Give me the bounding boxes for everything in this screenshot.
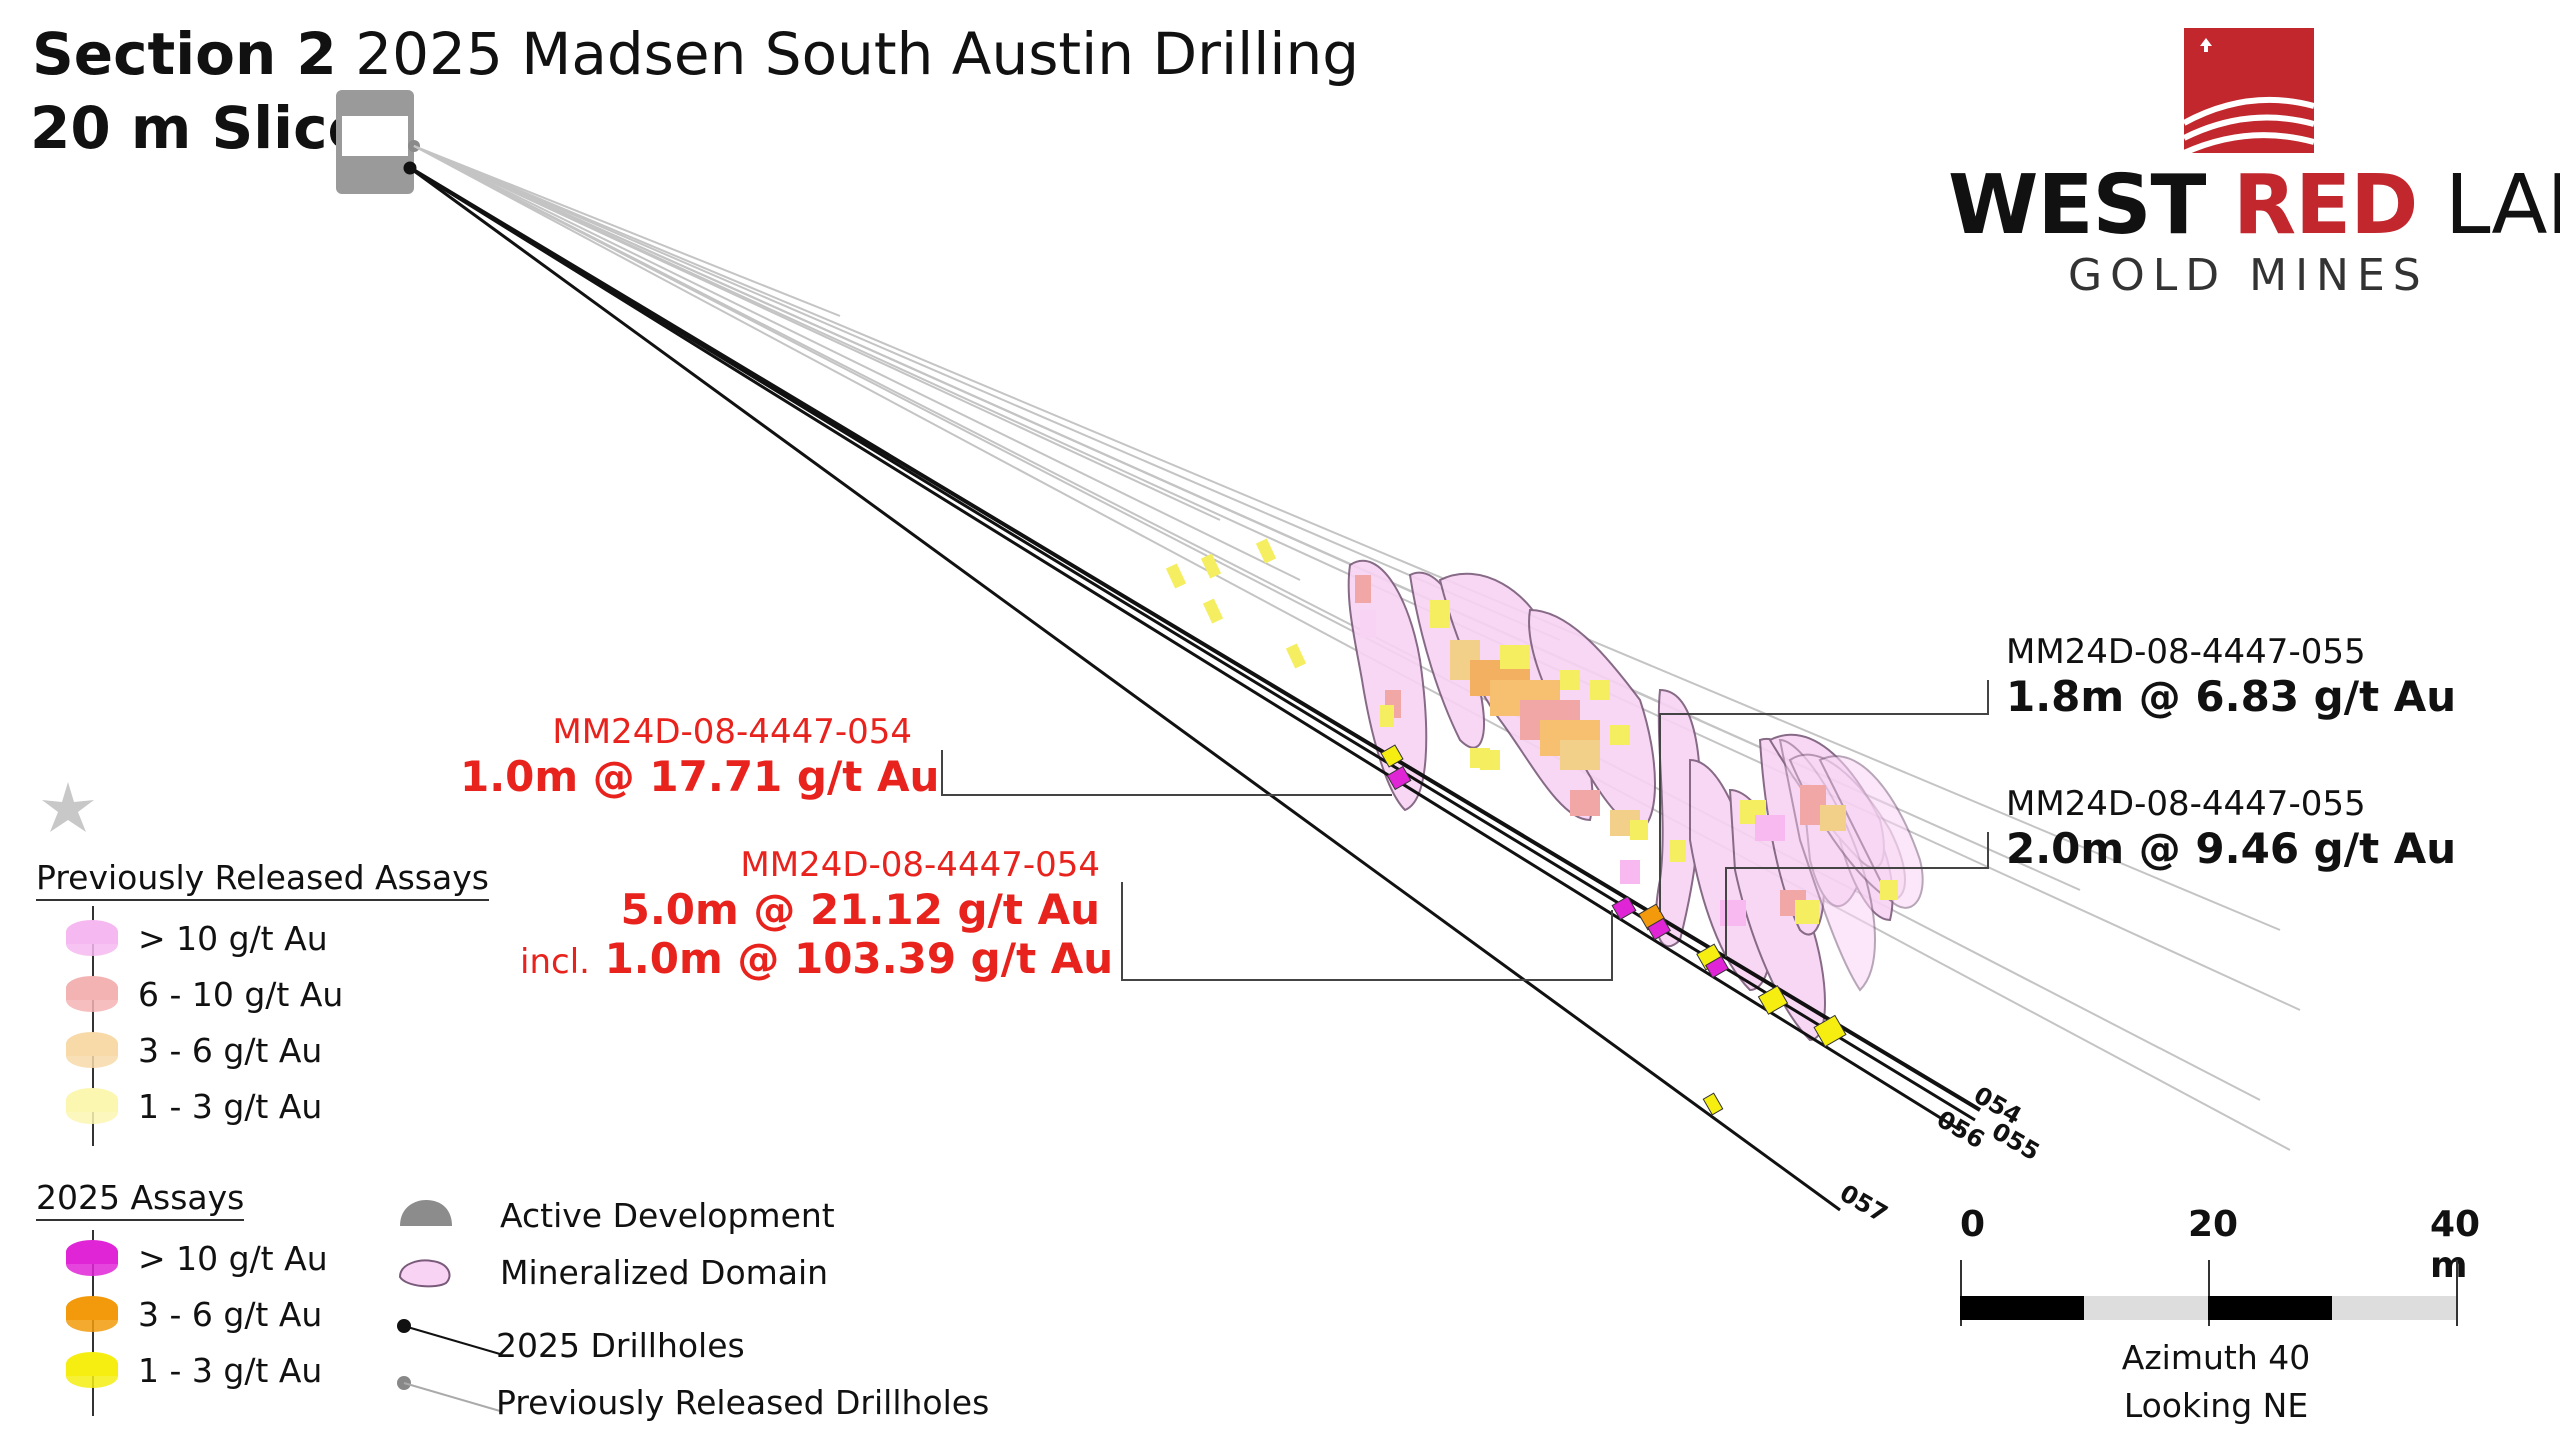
legend-previous-label: 6 - 10 g/t Au (138, 974, 344, 1014)
legend-previous-row: 1 - 3 g/t Au (64, 1086, 322, 1126)
compass-star-icon (42, 782, 94, 832)
callout-hole-id: MM24D-08-4447-055 (2006, 632, 2366, 672)
legend-2025-label: 1 - 3 g/t Au (138, 1350, 323, 1390)
callout-055-a: MM24D-08-4447-055 1.8m @ 6.83 g/t Au (2006, 632, 2456, 721)
legend-symbol-label: 2025 Drillholes (496, 1326, 745, 1365)
section-label: Section 2 (32, 20, 337, 88)
legend-symbol-label: Previously Released Drillholes (496, 1383, 990, 1422)
page-title: Section 2 2025 Madsen South Austin Drill… (32, 20, 1359, 88)
legend-previous-title: Previously Released Assays (36, 858, 489, 901)
legend-2025-swatch-icon (64, 1238, 120, 1278)
scale-segment-3 (2208, 1296, 2332, 1320)
legend-2025-swatch-icon (64, 1294, 120, 1334)
azimuth-note: Azimuth 40 Looking NE (2106, 1334, 2326, 1430)
callout-hole-id: MM24D-08-4447-054 (740, 845, 1100, 885)
scale-tick-0: 0 (1960, 1204, 1986, 1245)
legend-previous-row: 6 - 10 g/t Au (64, 974, 343, 1014)
drillholes-2025 (403, 161, 1982, 1212)
legend-2025-label: > 10 g/t Au (138, 1238, 328, 1278)
legend-2025-row: 3 - 6 g/t Au (64, 1294, 322, 1334)
callout-055-b: MM24D-08-4447-055 2.0m @ 9.46 g/t Au (2006, 784, 2456, 873)
previous-assays (1165, 538, 1898, 926)
looking-label: Looking NE (2123, 1386, 2309, 1425)
incl-prefix: incl. (520, 942, 590, 982)
legend-axis-line (92, 906, 94, 1146)
callout-interval: 5.0m @ 21.12 g/t Au (620, 885, 1100, 934)
legend-previous-swatch-icon (64, 1086, 120, 1126)
callout-hole-id: MM24D-08-4447-055 (2006, 784, 2366, 824)
callout-interval: 2.0m @ 9.46 g/t Au (2006, 824, 2457, 873)
company-logo: WEST RED LAKE GOLD MINES (1948, 28, 2560, 301)
maple-leaf-logo-icon (2182, 28, 2315, 156)
legend-previous-swatch-icon (64, 974, 120, 1014)
legend-2025-row: 1 - 3 g/t Au (64, 1350, 322, 1390)
legend-symbol-label: Mineralized Domain (500, 1253, 829, 1292)
slice-label: 20 m Slice (30, 94, 367, 162)
legend-previous-label: > 10 g/t Au (138, 918, 328, 958)
logo-subline: GOLD MINES (2068, 250, 2429, 301)
legend-previous-label: 3 - 6 g/t Au (138, 1030, 323, 1070)
drillhole-label-057: 057 (1835, 1179, 1892, 1228)
title-subtitle: 2025 Madsen South Austin Drilling (355, 20, 1360, 88)
callout-interval: 1.8m @ 6.83 g/t Au (2006, 672, 2457, 721)
grey-drillhole-icon (396, 1375, 506, 1419)
logo-word-west: WEST (1948, 158, 2206, 253)
drillhole-label-055: 055 (1987, 1117, 2044, 1166)
mineralized-domains (1347, 559, 1924, 1042)
legend-symbol-label: Active Development (500, 1196, 835, 1235)
grey-blob-icon (396, 1196, 456, 1236)
callout-054-b: MM24D-08-4447-054 5.0m @ 21.12 g/t Au in… (520, 845, 1113, 983)
legend-previous-row: > 10 g/t Au (64, 918, 328, 958)
active-development-block (336, 90, 420, 194)
scale-segment-2 (2084, 1296, 2208, 1320)
legend-previous-label: 1 - 3 g/t Au (138, 1086, 323, 1126)
black-drillhole-icon (396, 1318, 506, 1362)
legend-previous-swatch-icon (64, 918, 120, 958)
scale-bar: 0 20 40 m (1960, 1204, 2481, 1326)
pink-blob-icon (396, 1253, 456, 1293)
legend-2025-title: 2025 Assays (36, 1178, 245, 1221)
callout-054-a: MM24D-08-4447-054 1.0m @ 17.71 g/t Au (460, 712, 940, 801)
incl-interval: 1.0m @ 103.39 g/t Au (604, 934, 1114, 983)
assays-2025 (1380, 744, 1847, 1116)
legend-2025-swatch-icon (64, 1350, 120, 1390)
scale-segment-4 (2332, 1296, 2456, 1320)
callout-including: incl. 1.0m @ 103.39 g/t Au (520, 934, 1113, 983)
scale-tick-40: 40 m (2430, 1204, 2481, 1286)
drillhole-label-056: 056 (1932, 1105, 1989, 1154)
legend-2025-label: 3 - 6 g/t Au (138, 1294, 323, 1334)
logo-word-lake: LAKE (2444, 158, 2560, 253)
scale-tick-20: 20 (2188, 1204, 2239, 1245)
legend-previous-row: 3 - 6 g/t Au (64, 1030, 322, 1070)
logo-word-red: RED (2233, 158, 2418, 253)
callout-interval: 1.0m @ 17.71 g/t Au (460, 752, 940, 801)
scale-segment-1 (1960, 1296, 2084, 1320)
callout-leaders (941, 680, 1989, 981)
legend-2025-row: > 10 g/t Au (64, 1238, 328, 1278)
legend-previous-swatch-icon (64, 1030, 120, 1070)
azimuth-label: Azimuth 40 (2121, 1338, 2311, 1377)
callout-hole-id: MM24D-08-4447-054 (552, 712, 912, 752)
